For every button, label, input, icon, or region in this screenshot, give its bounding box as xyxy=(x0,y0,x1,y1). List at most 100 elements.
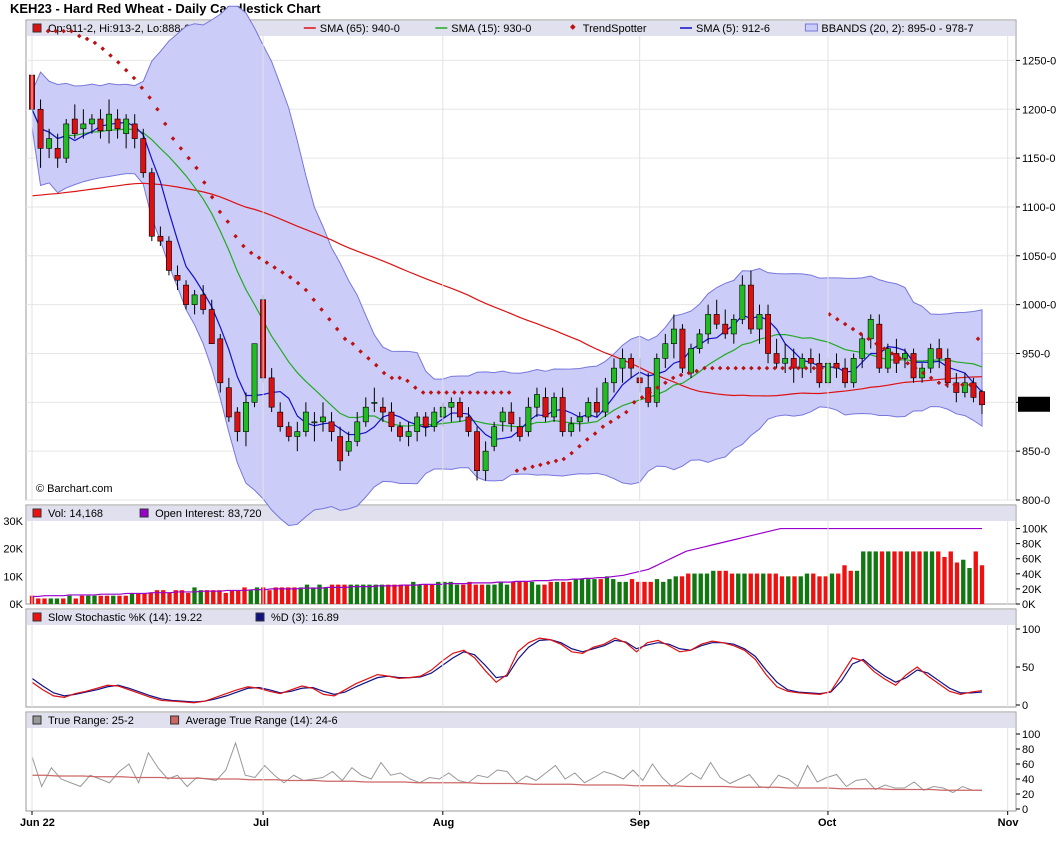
volume-bar xyxy=(279,587,285,604)
trendspotter-dot xyxy=(803,365,809,371)
volume-bar xyxy=(461,584,466,604)
price-tick-label: 1100-0 xyxy=(1022,202,1055,214)
tr-tick-label: 100 xyxy=(1022,729,1040,741)
volume-bar xyxy=(254,587,260,604)
trendspotter-dot xyxy=(444,390,449,395)
volume-bar xyxy=(448,581,453,604)
candle-body xyxy=(551,397,558,418)
candle-body xyxy=(670,328,677,345)
volume-bar xyxy=(311,587,316,604)
volume-bar xyxy=(229,590,235,604)
trendspotter-dot xyxy=(538,462,543,468)
trendspotter-dot xyxy=(53,28,59,34)
volume-bar xyxy=(954,562,960,604)
candle-body xyxy=(277,411,284,428)
volume-bar xyxy=(173,590,178,604)
trendspotter-dot xyxy=(483,390,488,395)
price-legend-2: SMA (15): 930-0 xyxy=(451,23,531,35)
trendspotter-dot xyxy=(764,365,770,371)
candle-body xyxy=(491,426,498,447)
volume-bar xyxy=(823,576,828,604)
candle-body xyxy=(123,118,130,134)
candle-body xyxy=(71,118,78,134)
trendspotter-dot xyxy=(139,85,145,91)
trendspotter-dot xyxy=(506,390,512,395)
volume-bar xyxy=(129,592,135,604)
trendspotter-dot xyxy=(944,382,950,387)
volume-bar xyxy=(704,573,710,604)
trendspotter-dot xyxy=(756,365,762,371)
volume-bar xyxy=(436,581,441,604)
volume-bar xyxy=(286,587,291,604)
candle-body xyxy=(944,358,951,384)
price-tick-label: 1150-0 xyxy=(1022,153,1055,165)
trendspotter-dot xyxy=(686,370,692,376)
trendspotter-dot xyxy=(569,450,574,456)
candle-body xyxy=(285,426,292,437)
trendspotter-dot xyxy=(717,365,723,371)
candle-body xyxy=(559,397,566,432)
x-axis-label: Jun 22 xyxy=(20,817,55,829)
candle-body xyxy=(807,358,814,364)
volume-bar xyxy=(292,587,297,604)
price-tick-label: 850-0 xyxy=(1022,446,1050,458)
vol-legend-1: Open Interest: 83,720 xyxy=(155,508,261,520)
volume-bar xyxy=(329,584,335,604)
sma65-line xyxy=(31,182,983,397)
trendspotter-dot xyxy=(147,95,152,100)
volume-bar xyxy=(429,584,435,604)
trendspotter-dot xyxy=(358,349,363,354)
trendspotter-dot xyxy=(960,382,965,387)
candle-body xyxy=(140,138,147,174)
candle-body xyxy=(842,367,848,384)
volume-bar xyxy=(911,551,916,604)
trendspotter-dot xyxy=(436,390,442,395)
trendspotter-dot xyxy=(108,53,113,58)
candle-body xyxy=(859,338,866,359)
candle-body xyxy=(645,387,652,403)
stoch-legend-1: %D (3): 16.89 xyxy=(271,612,339,624)
true-range-line xyxy=(31,741,982,794)
volume-right-tick: 100K xyxy=(1022,524,1048,536)
volume-bar xyxy=(761,573,766,604)
volume-bar xyxy=(673,576,678,604)
trendspotter-dot xyxy=(397,375,402,381)
candle-body xyxy=(936,348,943,359)
volume-bar xyxy=(948,551,953,604)
volume-bar xyxy=(804,573,810,604)
candle-body xyxy=(422,416,429,428)
volume-bar xyxy=(454,584,460,604)
volume-bar xyxy=(898,551,903,604)
stoch-tick-label: 100 xyxy=(1022,624,1040,636)
volume-bar xyxy=(367,584,372,604)
volume-right-tick: 60K xyxy=(1022,554,1042,566)
candle-body xyxy=(696,333,703,349)
volume-bar xyxy=(604,576,610,604)
volume-bar xyxy=(192,587,197,604)
trendspotter-dot xyxy=(381,370,387,376)
volume-bar xyxy=(379,584,385,604)
last-price-label: 897-4 xyxy=(1020,400,1048,412)
volume-bar xyxy=(104,595,110,604)
volume-bar xyxy=(236,590,241,604)
trendspotter-dot xyxy=(975,336,981,342)
candle-body xyxy=(243,402,249,432)
volume-bar xyxy=(267,590,272,604)
volume-bar xyxy=(98,595,103,604)
volume-bar xyxy=(736,573,741,604)
candle-body xyxy=(397,426,403,437)
volume-bar xyxy=(573,579,578,604)
volume-bar xyxy=(342,584,347,604)
volume-bar xyxy=(148,592,153,604)
last-price-box xyxy=(1018,396,1050,412)
x-axis-label: Aug xyxy=(433,817,454,829)
trendspotter-dot xyxy=(92,40,98,46)
candle-body xyxy=(37,108,44,149)
volume-bar xyxy=(348,584,353,604)
candle-body xyxy=(191,294,198,305)
volume-bar xyxy=(642,581,647,604)
volume-bar xyxy=(979,565,985,604)
volume-bar xyxy=(917,551,922,604)
tr-legend-1: Average True Range (14): 24-6 xyxy=(186,715,338,727)
